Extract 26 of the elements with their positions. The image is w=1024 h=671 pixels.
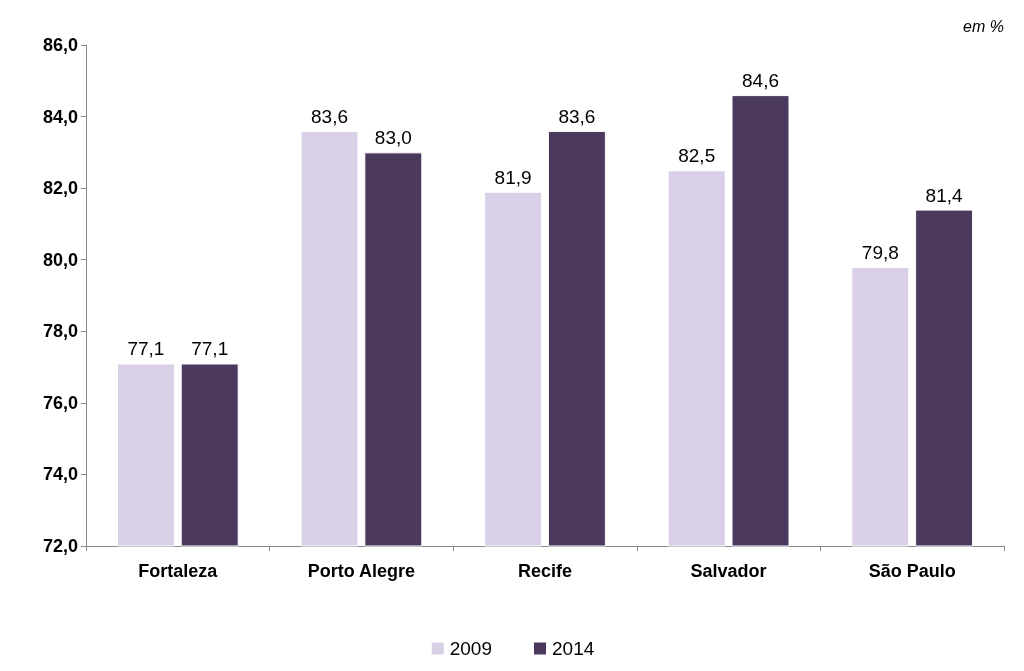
data-label: 77,1	[191, 338, 229, 360]
x-tick-label: Porto Alegre	[307, 561, 416, 581]
y-tick-label: 82,0	[42, 178, 78, 199]
legend-label: 2009	[449, 638, 493, 659]
data-label: 81,4	[925, 184, 964, 206]
text: em %	[963, 17, 1005, 35]
y-tick-label: 80,0	[42, 249, 78, 270]
x-tick-label: Recife	[517, 561, 573, 581]
x-tick-label: Salvador	[690, 561, 767, 581]
data-label: 83,0	[374, 127, 412, 149]
data-label: 81,9	[494, 166, 532, 188]
y-tick-label: 72,0	[42, 536, 78, 556]
x-tick-label: São Paulo	[868, 561, 956, 581]
y-tick-label: 74,0	[42, 464, 78, 485]
data-label: 83,6	[311, 105, 348, 127]
x-tick-label: Fortaleza	[138, 561, 219, 581]
y-tick-label: 76,0	[42, 392, 78, 413]
y-tick-label: 86,0	[42, 35, 78, 55]
data-label: 82,5	[678, 145, 716, 167]
data-label: 79,8	[861, 241, 899, 263]
y-tick-label: 78,0	[42, 321, 78, 342]
data-label: 84,6	[742, 70, 779, 92]
data-label: 83,6	[558, 105, 596, 127]
legend-label: 2014	[552, 638, 595, 659]
y-tick-label: 84,0	[42, 106, 78, 127]
data-label: 77,1	[127, 338, 165, 360]
